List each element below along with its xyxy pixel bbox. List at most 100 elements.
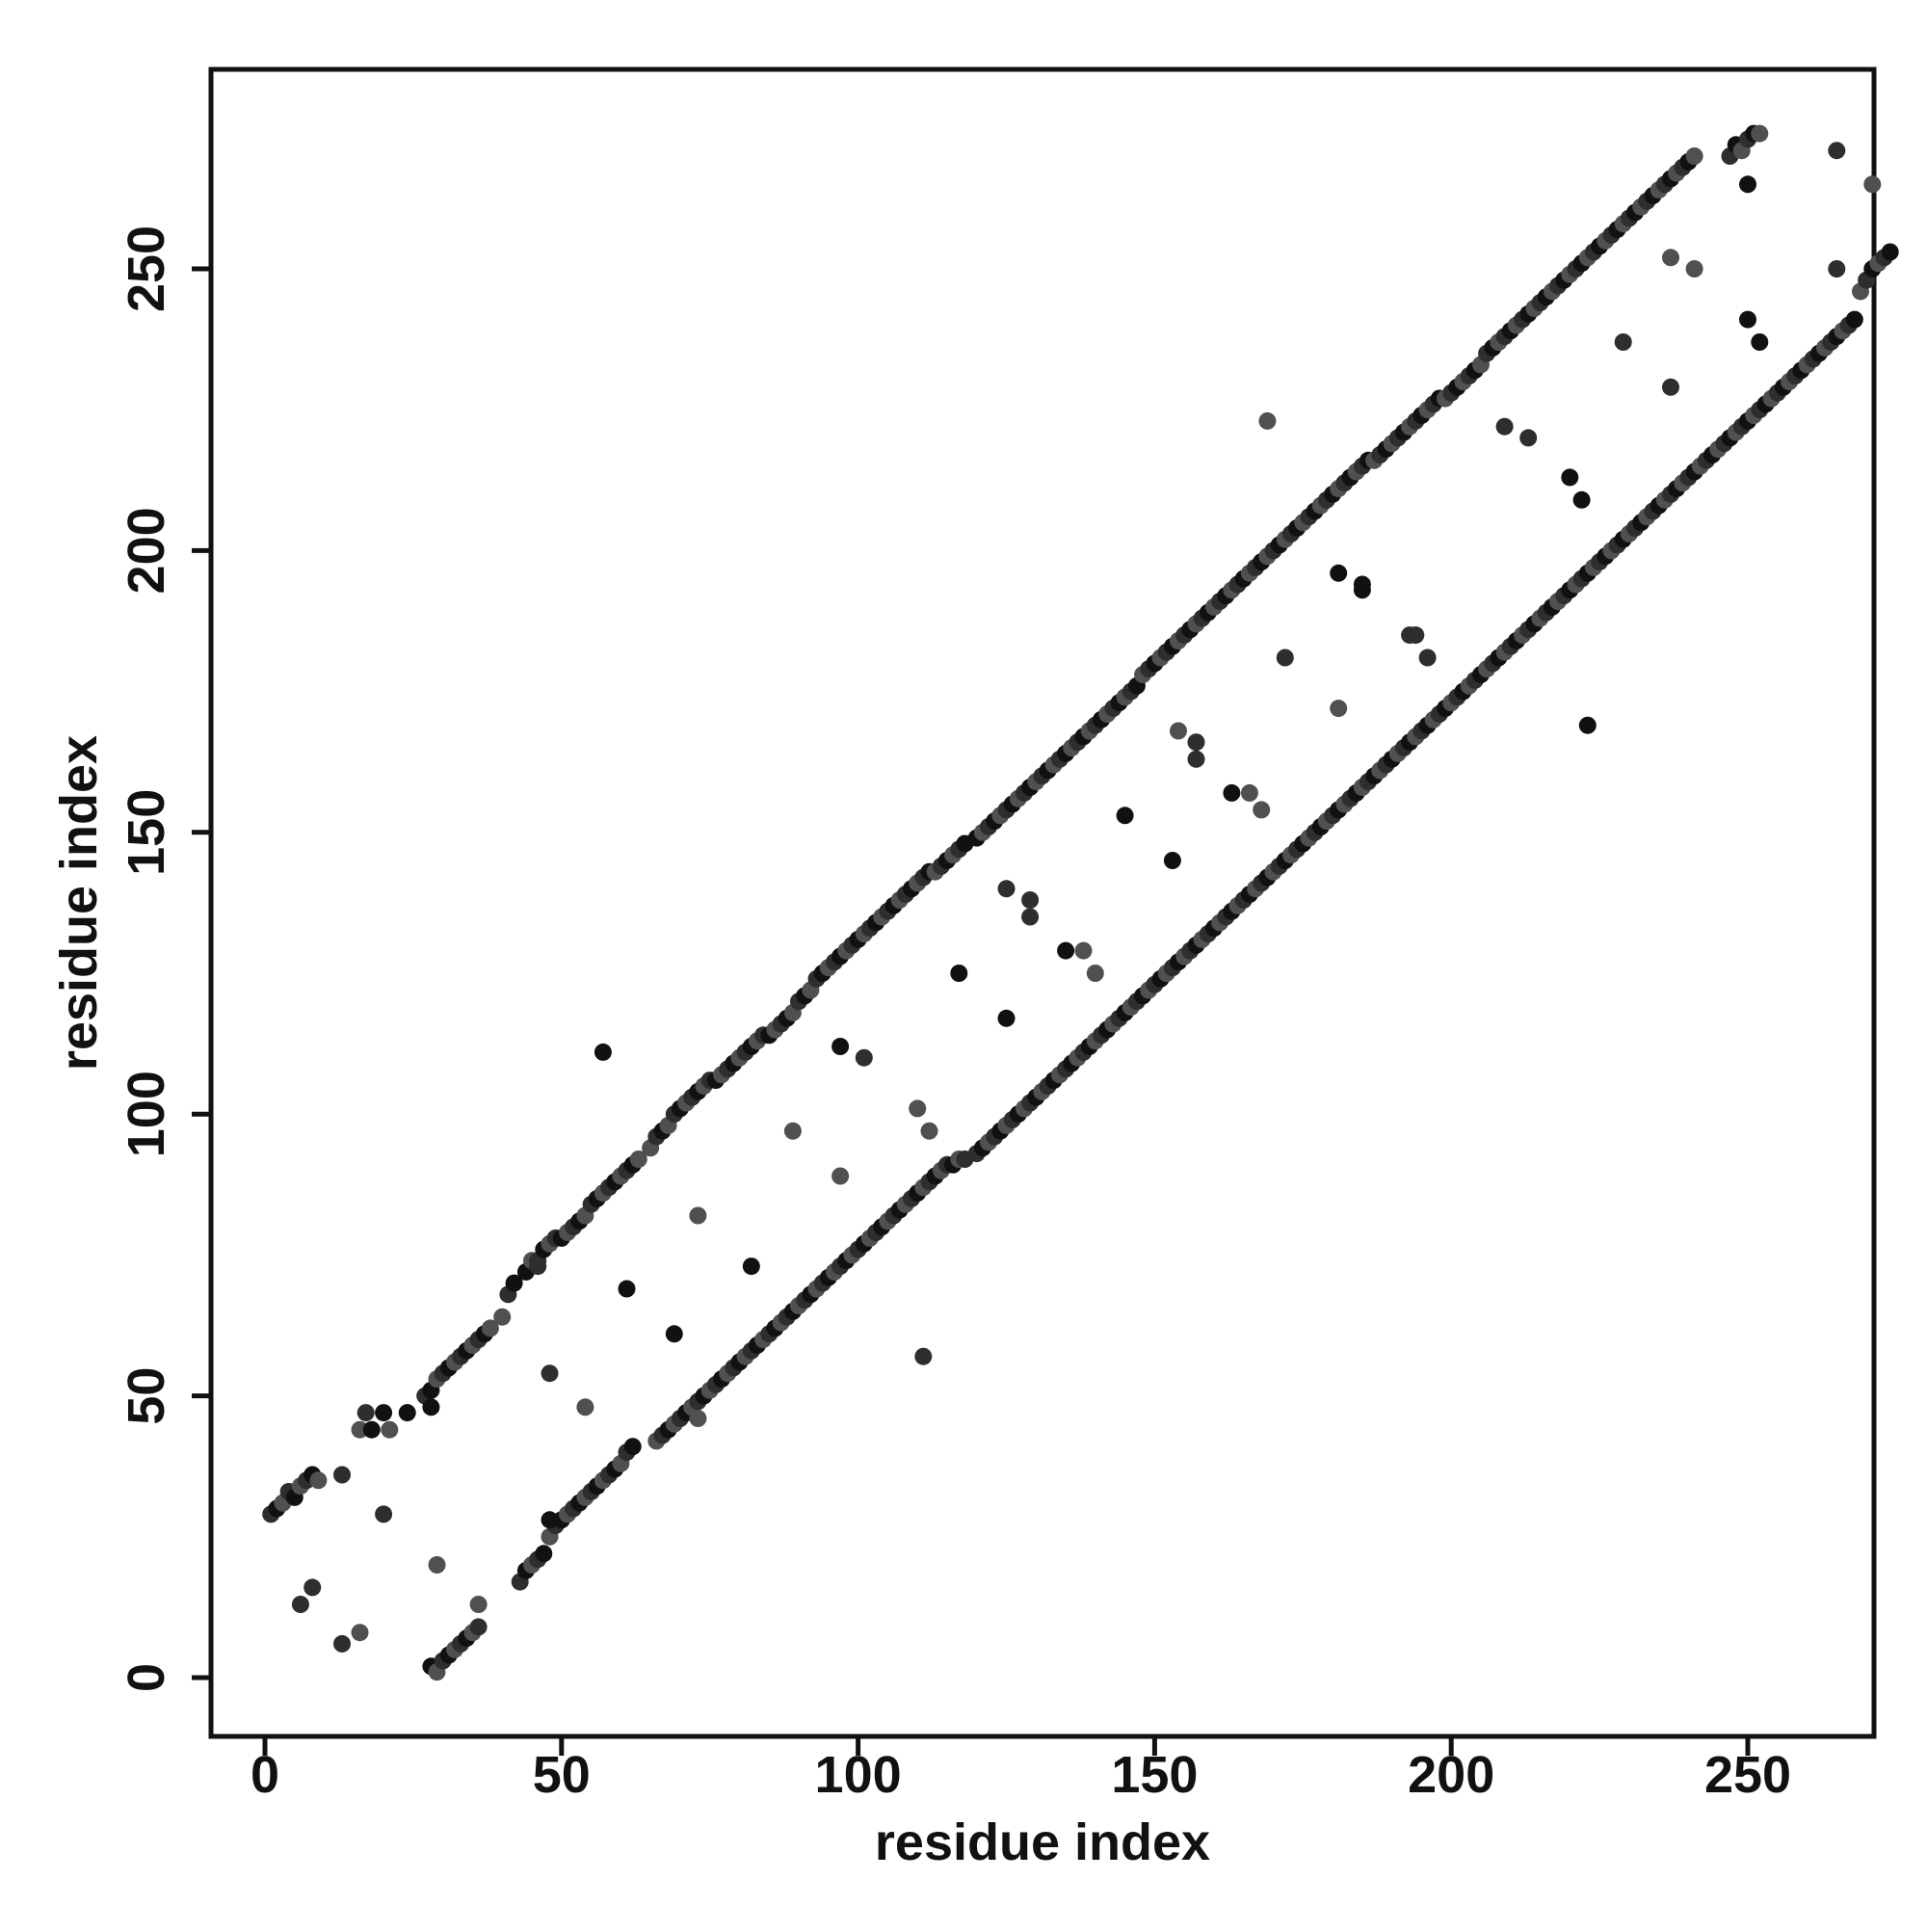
data-point xyxy=(1685,260,1703,278)
data-point xyxy=(1561,468,1579,487)
data-point xyxy=(1021,891,1040,909)
data-point xyxy=(309,1471,328,1490)
data-point xyxy=(1170,722,1187,740)
data-point xyxy=(469,1596,488,1613)
y-axis-title: residue index xyxy=(50,735,108,1071)
data-point xyxy=(997,880,1016,898)
data-point xyxy=(1353,581,1371,599)
data-point xyxy=(1751,333,1769,351)
data-point xyxy=(1330,700,1348,718)
data-point xyxy=(1021,908,1040,926)
data-point xyxy=(541,1364,559,1383)
data-point xyxy=(783,1122,802,1140)
data-point xyxy=(381,1420,399,1439)
data-point xyxy=(1572,490,1591,509)
data-point xyxy=(493,1308,512,1326)
y-tick-label: 200 xyxy=(118,507,175,594)
y-tick-label: 0 xyxy=(118,1663,175,1692)
data-point xyxy=(914,1347,933,1365)
data-point xyxy=(333,1634,351,1653)
data-point xyxy=(997,1009,1016,1027)
x-tick-label: 150 xyxy=(1111,1746,1198,1804)
data-point xyxy=(1751,124,1769,143)
data-point xyxy=(1578,716,1597,734)
data-point xyxy=(832,1167,850,1185)
data-point xyxy=(398,1404,416,1422)
data-point xyxy=(618,1280,636,1298)
data-point xyxy=(505,1274,523,1292)
data-point xyxy=(1240,783,1258,802)
data-point xyxy=(1519,429,1538,447)
data-point xyxy=(375,1404,393,1422)
data-point xyxy=(1828,260,1846,278)
data-point xyxy=(351,1420,369,1439)
points-layer xyxy=(262,124,1899,1681)
data-point xyxy=(541,1511,559,1529)
x-tick-label: 0 xyxy=(251,1746,279,1804)
data-point xyxy=(665,1325,683,1343)
data-point xyxy=(1223,783,1241,802)
data-point xyxy=(1074,941,1093,960)
data-point xyxy=(481,1319,499,1337)
data-point xyxy=(1163,852,1181,869)
data-point xyxy=(1662,378,1679,396)
y-tick-label: 100 xyxy=(118,1071,175,1157)
x-tick-label: 200 xyxy=(1408,1746,1494,1804)
data-point xyxy=(1863,175,1882,194)
data-point xyxy=(1495,417,1514,436)
x-tick-label: 250 xyxy=(1704,1746,1791,1804)
data-point xyxy=(1685,147,1703,165)
data-point xyxy=(832,1038,850,1055)
data-point xyxy=(469,1618,488,1636)
data-point xyxy=(950,965,968,982)
plot-frame xyxy=(208,66,1877,1739)
data-point xyxy=(1187,750,1205,768)
data-point xyxy=(535,1545,553,1563)
data-point xyxy=(529,1257,547,1276)
data-point xyxy=(291,1596,309,1613)
data-point xyxy=(1845,310,1863,329)
data-point xyxy=(1187,733,1205,752)
x-tick-label: 50 xyxy=(533,1746,591,1804)
y-tick-label: 150 xyxy=(118,789,175,876)
data-point xyxy=(1276,648,1294,667)
data-point xyxy=(1086,965,1104,982)
data-point xyxy=(742,1257,760,1276)
data-point xyxy=(623,1438,642,1456)
data-point xyxy=(362,1420,381,1439)
data-point xyxy=(1253,801,1271,819)
x-tick-label: 100 xyxy=(815,1746,902,1804)
data-point xyxy=(351,1624,369,1642)
data-point xyxy=(1614,333,1632,351)
data-point xyxy=(304,1578,322,1597)
data-point xyxy=(1401,626,1419,645)
x-axis-title: residue index xyxy=(875,1813,1210,1871)
data-point xyxy=(375,1505,393,1523)
y-tick-label: 50 xyxy=(118,1367,175,1425)
data-point xyxy=(428,1556,446,1574)
data-point xyxy=(333,1466,351,1484)
data-point xyxy=(1258,411,1277,430)
data-point xyxy=(356,1404,375,1422)
data-point xyxy=(1739,175,1756,194)
data-point xyxy=(1881,243,1899,261)
data-point xyxy=(422,1398,440,1416)
data-point xyxy=(576,1398,594,1416)
data-point xyxy=(629,1151,647,1168)
x-axis-ticks: 0 50 100 150 200 250 xyxy=(251,1736,1791,1804)
data-point xyxy=(920,1122,938,1140)
data-point xyxy=(1418,648,1437,667)
data-point xyxy=(855,1048,873,1067)
data-point xyxy=(909,1099,927,1118)
data-point xyxy=(1116,807,1134,825)
y-tick-label: 250 xyxy=(118,225,175,312)
data-point xyxy=(1057,941,1075,960)
y-axis-ticks: 0 50 100 150 200 250 xyxy=(118,225,211,1692)
data-point xyxy=(1828,142,1846,160)
data-point xyxy=(1739,310,1756,329)
data-point xyxy=(1330,564,1348,582)
data-point xyxy=(594,1043,612,1061)
data-point xyxy=(689,1206,707,1225)
